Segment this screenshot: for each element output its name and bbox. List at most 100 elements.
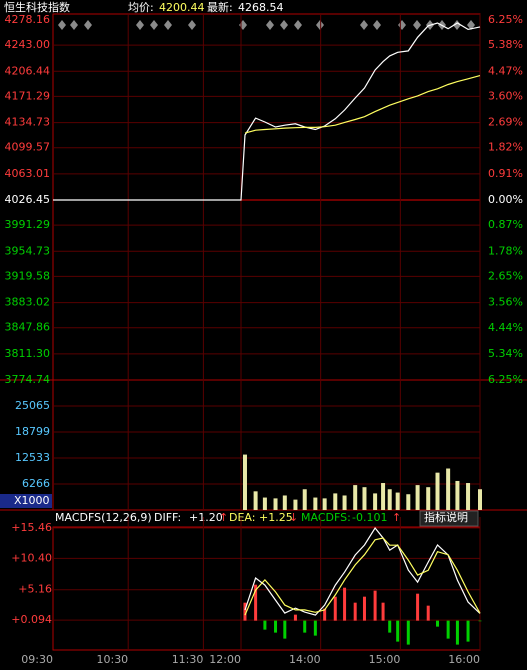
y-tick-label: 12533	[15, 451, 50, 464]
macd-bar	[426, 605, 430, 621]
y-tick-label: 3811.30	[5, 347, 51, 360]
legend-name: DEA:	[229, 511, 255, 524]
series-line	[244, 526, 481, 616]
x-tick-label: 09:30	[21, 653, 53, 666]
volume-bar	[373, 493, 378, 510]
y2-tick-label: 6.25%	[488, 373, 523, 386]
volume-bar	[242, 454, 247, 510]
y-tick-label: +0.094	[11, 613, 52, 626]
volume-bar	[342, 495, 347, 510]
event-marker	[294, 20, 302, 30]
y-tick-label: 4099.57	[5, 141, 51, 154]
event-marker	[239, 20, 247, 30]
legend-arrow: ↓	[289, 511, 298, 524]
volume-bar	[406, 494, 411, 510]
event-marker	[316, 20, 324, 30]
volume-bar	[466, 483, 471, 510]
x-tick-label: 12:00	[209, 653, 241, 666]
last-value: 4268.54	[238, 1, 284, 14]
volume-bar	[435, 472, 440, 510]
y2-tick-label: 0.00%	[488, 193, 523, 206]
event-marker	[150, 20, 158, 30]
indicator-help-label[interactable]: 指标说明	[424, 510, 468, 524]
y-tick-label: 25065	[15, 399, 50, 412]
macd-bar	[362, 596, 366, 621]
y-tick-label: 4243.00	[5, 38, 51, 51]
x-tick-label: 15:00	[369, 653, 401, 666]
y2-tick-label: 4.47%	[488, 64, 523, 77]
y-tick-label: 4134.73	[5, 116, 51, 129]
volume-bar	[353, 485, 358, 510]
volume-bar	[381, 483, 386, 510]
y-tick-label: 4026.45	[5, 193, 51, 206]
event-marker	[84, 20, 92, 30]
volume-bar	[253, 491, 258, 510]
x-tick-label: 11:30	[172, 653, 204, 666]
macd-bar	[293, 614, 297, 621]
volume-bar	[262, 497, 267, 510]
y-tick-label: 3991.29	[5, 218, 51, 231]
event-marker	[70, 20, 78, 30]
volume-bar	[333, 493, 338, 510]
macd-bar	[381, 602, 385, 621]
avg-value: 4200.44	[159, 1, 205, 14]
legend-arrow: ↑	[392, 511, 401, 524]
macd-bar	[406, 620, 410, 645]
y2-tick-label: 3.56%	[488, 296, 523, 309]
event-marker	[266, 20, 274, 30]
macd-bar	[388, 620, 392, 633]
y-tick-label: 6266	[22, 477, 50, 490]
macd-bar	[396, 620, 400, 642]
y2-tick-label: 2.69%	[488, 116, 523, 129]
macd-bar	[323, 608, 327, 621]
y2-tick-label: 2.65%	[488, 269, 523, 282]
volume-bar	[313, 497, 318, 510]
y2-tick-label: 0.87%	[488, 218, 523, 231]
event-marker	[188, 20, 196, 30]
macd-bar	[313, 620, 317, 636]
y2-tick-label: 4.44%	[488, 321, 523, 334]
macd-bar	[274, 620, 278, 633]
indicator-help-button[interactable]	[419, 510, 479, 527]
legend-readout: -0.101	[352, 511, 387, 524]
macd-bar	[353, 602, 357, 621]
y2-tick-label: 5.38%	[488, 38, 523, 51]
volume-bar	[387, 489, 392, 510]
macd-bar	[254, 584, 258, 621]
volume-bar	[395, 492, 400, 510]
y-tick-label: 3774.74	[5, 373, 51, 386]
volume-bar	[362, 487, 367, 510]
macd-bar	[416, 593, 420, 621]
series-line	[244, 537, 481, 616]
event-marker	[398, 20, 406, 30]
event-marker	[360, 20, 368, 30]
y-tick-label: 3954.73	[5, 244, 51, 257]
y-tick-label: 18799	[15, 425, 50, 438]
y-tick-label: 4171.29	[5, 89, 51, 102]
x-tick-label: 14:00	[289, 653, 321, 666]
x-tick-label: 16:00	[448, 653, 480, 666]
volume-unit: X1000	[14, 494, 50, 507]
macd-bar	[243, 602, 247, 621]
event-marker	[373, 20, 381, 30]
macd-bar	[478, 620, 482, 622]
y2-tick-label: 1.78%	[488, 244, 523, 257]
macd-bar	[263, 620, 267, 630]
event-marker	[413, 20, 421, 30]
y2-tick-label: 1.82%	[488, 141, 523, 154]
y-tick-label: +15.46	[11, 521, 52, 534]
macd-bar	[303, 620, 307, 633]
volume-bar	[426, 487, 431, 510]
y2-tick-label: 0.91%	[488, 167, 523, 180]
macd-bar	[436, 620, 440, 627]
macd-bar	[343, 587, 347, 621]
macd-bar	[455, 620, 459, 645]
volume-bar	[282, 495, 287, 510]
price-frame	[52, 13, 481, 511]
series-line	[244, 75, 481, 134]
y-tick-label: +5.16	[18, 583, 52, 596]
macd-title: MACDFS(12,26,9)	[55, 511, 152, 524]
legend-name: MACDFS:	[301, 511, 351, 524]
volume-bar	[273, 498, 278, 510]
